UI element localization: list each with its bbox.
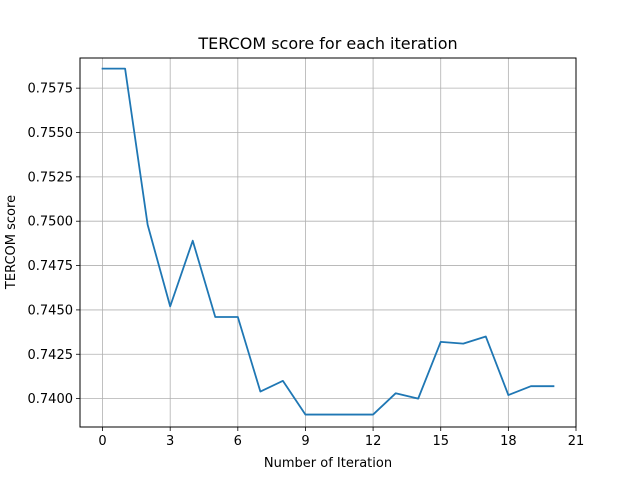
- y-tick-label: 0.7450: [28, 303, 74, 318]
- x-tick-label: 12: [365, 434, 382, 449]
- y-tick-label: 0.7500: [28, 215, 74, 230]
- series-line: [101, 67, 555, 416]
- y-tick-label: 0.7575: [28, 82, 74, 97]
- x-tick-label: 0: [98, 434, 106, 449]
- y-tick-label: 0.7525: [28, 170, 74, 185]
- x-tick-label: 6: [234, 434, 242, 449]
- plot-frame: [79, 57, 577, 428]
- y-tick-label: 0.7475: [28, 259, 74, 274]
- x-tick-label: 15: [432, 434, 449, 449]
- chart-title: TERCOM score for each iteration: [197, 34, 457, 53]
- y-tick-label: 0.7425: [28, 348, 74, 363]
- x-axis-label: Number of Iteration: [264, 456, 392, 471]
- y-tick-label: 0.7550: [28, 126, 74, 141]
- x-axis-ticks: 0 3 6 9 12 15 18 21: [98, 427, 584, 449]
- y-axis-ticks: 0.7400 0.7425 0.7450 0.7475 0.7500 0.7525 0.75…: [28, 82, 80, 407]
- y-axis-label: TERCOM score: [4, 195, 19, 290]
- series-layer: [101, 67, 555, 416]
- x-tick-label: 3: [166, 434, 174, 449]
- grid-layer: [80, 58, 577, 427]
- x-tick-label: 21: [568, 434, 585, 449]
- y-tick-label: 0.7400: [28, 392, 74, 407]
- x-tick-label: 18: [500, 434, 517, 449]
- x-tick-label: 9: [301, 434, 309, 449]
